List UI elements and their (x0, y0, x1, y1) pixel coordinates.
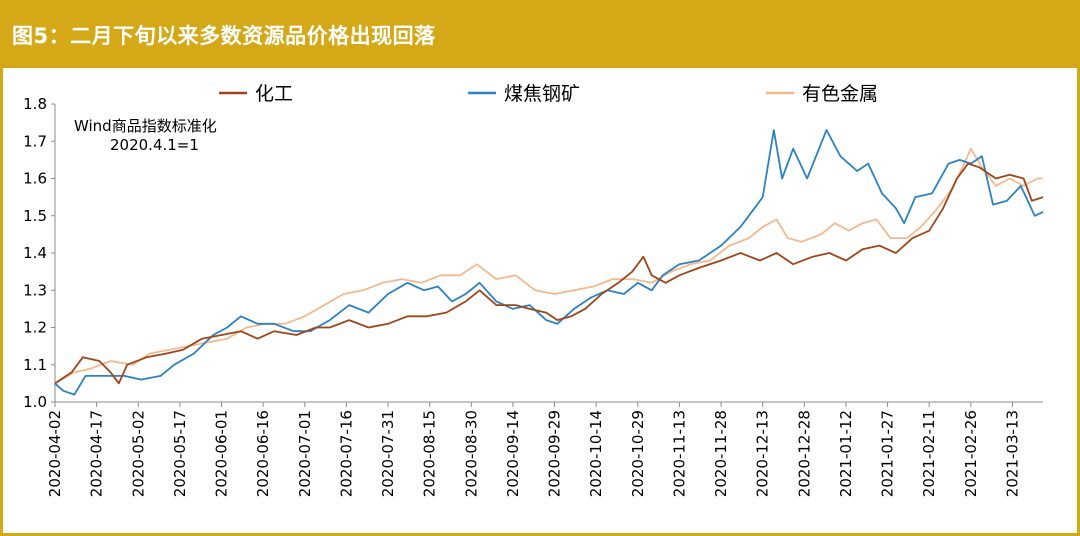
x-tick-label: 2020-06-16 (254, 410, 272, 497)
annotation-line-2: 2020.4.1=1 (110, 136, 199, 154)
x-tick-label: 2020-07-01 (296, 410, 314, 497)
y-tick-label: 1.0 (23, 393, 47, 411)
y-tick-label: 1.3 (23, 281, 47, 299)
y-tick-label: 1.5 (23, 207, 47, 225)
x-tick-label: 2020-04-17 (88, 410, 106, 497)
y-tick-label: 1.7 (23, 132, 47, 150)
x-tick-label: 2020-12-28 (795, 410, 813, 497)
series-line-coal-steel (54, 129, 1044, 396)
x-tick-label: 2020-04-02 (46, 410, 64, 497)
chart-header: 图5：二月下旬以来多数资源品价格出现回落 (0, 0, 1080, 68)
legend-label-chemical: 化工 (255, 83, 293, 105)
x-tick-label: 2020-05-02 (129, 410, 147, 497)
series-group (54, 129, 1044, 396)
x-tick-label: 2021-02-11 (920, 410, 938, 497)
chart-title: 图5：二月下旬以来多数资源品价格出现回落 (12, 24, 436, 48)
y-tick-label: 1.6 (23, 170, 47, 188)
x-tick-label: 2020-07-31 (379, 410, 397, 497)
legend-label-nonferrous: 有色金属 (802, 83, 878, 105)
x-tick-label: 2020-10-14 (587, 410, 605, 497)
x-tick-label: 2020-08-15 (421, 410, 439, 497)
x-tick-label: 2020-05-17 (171, 410, 189, 497)
axes: 1.0 1.1 1.2 1.3 1.4 1.5 1.6 1.7 1.8 2020-04-02 202… (23, 95, 1043, 497)
x-tick-label: 2021-01-12 (837, 410, 855, 497)
x-tick-label: 2021-02-26 (962, 410, 980, 497)
y-tick-label: 1.4 (23, 244, 47, 262)
x-tick-label: 2021-03-13 (1003, 410, 1021, 497)
x-tick-label: 2020-08-30 (462, 410, 480, 497)
x-tick-label: 2020-09-14 (504, 410, 522, 497)
y-tick-label: 1.1 (23, 356, 47, 374)
series-line-nonferrous (54, 147, 1043, 385)
x-tick-label: 2020-11-13 (670, 410, 688, 497)
x-tick-label: 2021-01-27 (879, 410, 897, 497)
x-tick-label: 2020-11-28 (712, 410, 730, 497)
legend-label-coal-steel: 煤焦钢矿 (504, 83, 580, 105)
x-tick-label: 2020-12-13 (754, 410, 772, 497)
legend: 化工 煤焦钢矿 有色金属 (219, 83, 878, 105)
y-tick-label: 1.8 (23, 95, 47, 113)
x-tick-label: 2020-09-29 (546, 410, 564, 497)
x-tick-label: 2020-06-01 (213, 410, 231, 497)
x-tick-label: 2020-07-16 (337, 410, 355, 497)
y-tick-label: 1.2 (23, 319, 47, 337)
annotation-line-1: Wind商品指数标准化 (74, 117, 217, 135)
series-line-chemical (54, 162, 1044, 385)
x-tick-label: 2020-10-29 (629, 410, 647, 497)
